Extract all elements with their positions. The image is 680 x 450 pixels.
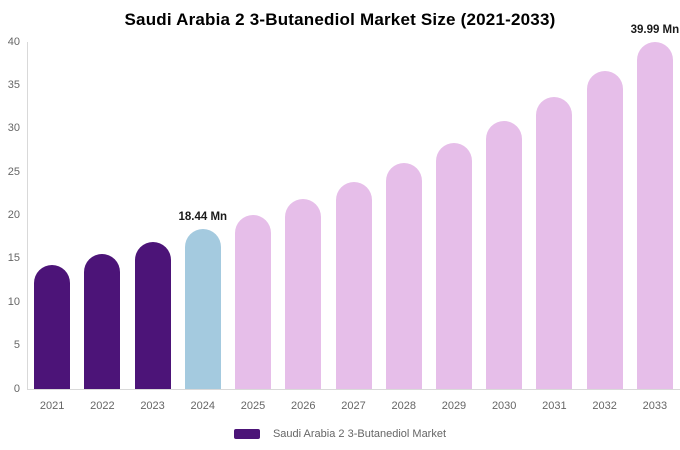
value-label-2033: 39.99 Mn [630, 24, 680, 37]
bar-2026[interactable] [285, 199, 322, 389]
legend-swatch-icon [233, 429, 260, 439]
bar-2032[interactable] [586, 70, 623, 389]
bar-2021[interactable] [34, 265, 71, 389]
bar-2027[interactable] [335, 181, 372, 389]
y-tick-label-10: 10 [7, 295, 20, 308]
legend[interactable]: Saudi Arabia 2 3-Butanediol Market [0, 426, 680, 442]
x-tick-label-2032: 2032 [592, 400, 617, 412]
value-label-2024: 18.44 Mn [178, 211, 228, 224]
x-tick-label-2026: 2026 [291, 400, 316, 412]
y-tick-label-30: 30 [7, 122, 20, 135]
bar-2030[interactable] [486, 121, 523, 389]
y-axis-line [27, 42, 28, 389]
bar-2022[interactable] [84, 254, 121, 389]
x-tick-label-2030: 2030 [491, 400, 517, 412]
bar-2024[interactable] [184, 229, 221, 389]
x-tick-label-2029: 2029 [441, 400, 467, 412]
x-tick-label-2031: 2031 [542, 400, 567, 412]
x-tick-label-2022: 2022 [90, 400, 115, 412]
x-tick-label-2024: 2024 [190, 400, 216, 412]
bar-2023[interactable] [134, 242, 171, 389]
chart-title: Saudi Arabia 2 3-Butanediol Market Size … [124, 10, 556, 29]
y-tick-label-40: 40 [7, 35, 20, 48]
bar-2028[interactable] [385, 163, 422, 389]
y-tick-label-0: 0 [13, 382, 20, 395]
x-tick-label-2033: 2033 [642, 400, 668, 412]
x-tick-label-2025: 2025 [240, 400, 266, 412]
bar-2025[interactable] [235, 214, 272, 389]
y-tick-label-35: 35 [7, 78, 20, 91]
x-tick-label-2027: 2027 [341, 400, 366, 412]
y-tick-label-20: 20 [7, 209, 20, 221]
x-axis-line [27, 389, 680, 390]
legend-label: Saudi Arabia 2 3-Butanediol Market [272, 428, 447, 440]
x-tick-label-2021: 2021 [39, 400, 65, 412]
bar-2029[interactable] [435, 143, 472, 389]
bar-2031[interactable] [536, 96, 573, 389]
bar-2033[interactable] [636, 42, 673, 389]
y-tick-label-15: 15 [7, 252, 20, 265]
x-tick-label-2023: 2023 [140, 400, 165, 412]
x-tick-label-2028: 2028 [391, 400, 416, 412]
y-tick-label-25: 25 [7, 165, 20, 178]
y-tick-label-5: 5 [13, 339, 20, 352]
